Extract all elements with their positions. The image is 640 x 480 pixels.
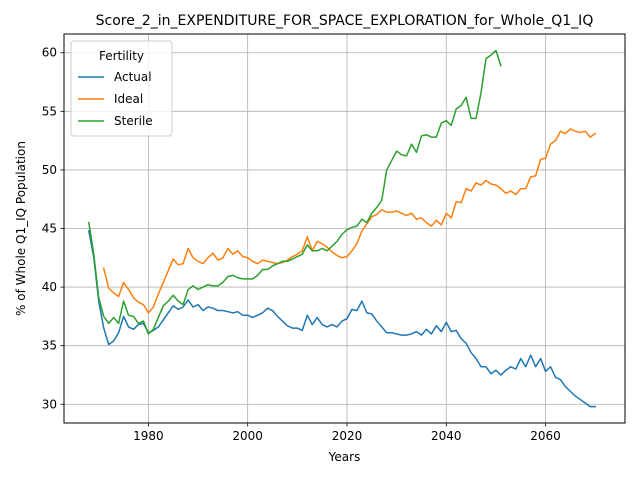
y-tick-label: 30 bbox=[42, 397, 57, 411]
x-axis-label: Years bbox=[328, 450, 361, 464]
legend-label-actual: Actual bbox=[114, 70, 152, 84]
y-tick-label: 35 bbox=[42, 339, 57, 353]
series-line-actual bbox=[87, 229, 596, 408]
legend-label-ideal: Ideal bbox=[114, 92, 143, 106]
grid bbox=[64, 34, 625, 423]
legend-box bbox=[70, 40, 173, 137]
y-tick-label: 60 bbox=[42, 46, 57, 60]
x-tick-label: 2020 bbox=[332, 429, 363, 443]
x-tick-label: 2040 bbox=[431, 429, 462, 443]
legend-label-sterile: Sterile bbox=[114, 114, 153, 128]
y-tick-label: 50 bbox=[42, 163, 57, 177]
x-tick-label: 2060 bbox=[530, 429, 561, 443]
y-tick-label: 45 bbox=[42, 222, 57, 236]
series-line-ideal bbox=[102, 128, 597, 314]
series-lines bbox=[87, 49, 597, 408]
y-tick-label: 40 bbox=[42, 280, 57, 294]
ticks: 1980 2000 2020 2040 2060 30 35 40 45 50 55 60 bbox=[42, 46, 561, 443]
series-line-sterile bbox=[87, 49, 502, 335]
legend-title: Fertility bbox=[99, 49, 144, 63]
y-axis-label: % of Whole Q1_IQ Population bbox=[14, 141, 28, 316]
y-tick-label: 55 bbox=[42, 104, 57, 118]
chart-title: Score_2_in_EXPENDITURE_FOR_SPACE_EXPLORA… bbox=[96, 13, 594, 29]
legend: Fertility Actual Ideal Sterile bbox=[70, 40, 173, 137]
x-tick-label: 1980 bbox=[133, 429, 164, 443]
x-tick-label: 2000 bbox=[232, 429, 263, 443]
